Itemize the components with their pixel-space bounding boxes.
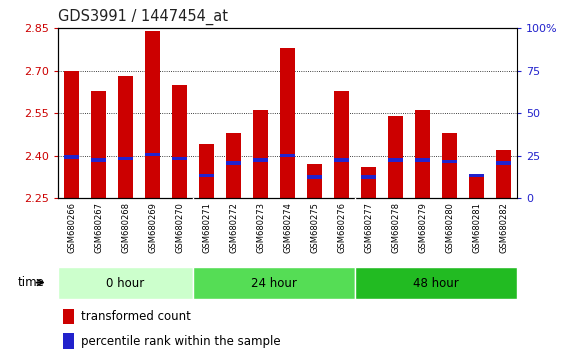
Bar — [226, 161, 241, 165]
Bar — [63, 333, 74, 349]
Bar — [415, 110, 430, 198]
Text: 48 hour: 48 hour — [413, 277, 459, 290]
Bar — [172, 85, 187, 198]
Text: time: time — [17, 276, 44, 289]
Bar — [118, 76, 133, 198]
Bar — [118, 157, 133, 160]
Bar — [199, 144, 214, 198]
Text: GSM680271: GSM680271 — [202, 202, 211, 252]
Text: GDS3991 / 1447454_at: GDS3991 / 1447454_at — [58, 8, 228, 25]
Bar — [193, 267, 355, 299]
Text: GSM680277: GSM680277 — [364, 202, 373, 253]
Text: GSM680266: GSM680266 — [67, 202, 76, 253]
Bar — [388, 116, 403, 198]
Text: GSM680280: GSM680280 — [445, 202, 454, 252]
Bar — [91, 158, 106, 162]
Text: 0 hour: 0 hour — [106, 277, 145, 290]
Text: GSM680275: GSM680275 — [310, 202, 319, 252]
Bar — [199, 174, 214, 177]
Bar — [280, 48, 295, 198]
Text: 24 hour: 24 hour — [251, 277, 297, 290]
Bar — [172, 157, 187, 160]
Bar — [58, 267, 193, 299]
Bar — [496, 161, 511, 165]
Text: GSM680274: GSM680274 — [283, 202, 292, 252]
Bar — [280, 154, 295, 158]
Bar — [145, 31, 160, 198]
Bar — [355, 267, 517, 299]
Text: GSM680278: GSM680278 — [391, 202, 400, 253]
Bar — [361, 167, 376, 198]
Bar — [334, 91, 349, 198]
Bar — [91, 91, 106, 198]
Text: GSM680267: GSM680267 — [94, 202, 103, 253]
Text: percentile rank within the sample: percentile rank within the sample — [81, 335, 281, 348]
Bar — [334, 158, 349, 162]
Bar — [496, 150, 511, 198]
Bar — [63, 309, 74, 324]
Bar — [64, 71, 79, 198]
Text: GSM680279: GSM680279 — [418, 202, 427, 252]
Text: GSM680269: GSM680269 — [148, 202, 157, 252]
Bar — [253, 158, 268, 162]
Bar — [469, 174, 484, 177]
Bar — [388, 158, 403, 162]
Bar — [442, 160, 457, 163]
Bar — [307, 175, 322, 179]
Text: GSM680272: GSM680272 — [229, 202, 238, 252]
Bar — [442, 133, 457, 198]
Bar — [361, 175, 376, 179]
Bar — [64, 155, 79, 159]
Text: GSM680273: GSM680273 — [256, 202, 265, 253]
Bar — [145, 153, 160, 156]
Bar — [226, 133, 241, 198]
Text: GSM680282: GSM680282 — [499, 202, 508, 252]
Text: GSM680270: GSM680270 — [175, 202, 184, 252]
Text: transformed count: transformed count — [81, 310, 191, 323]
Bar — [415, 158, 430, 162]
Bar — [469, 176, 484, 198]
Text: GSM680276: GSM680276 — [337, 202, 346, 253]
Bar — [307, 164, 322, 198]
Text: GSM680281: GSM680281 — [472, 202, 481, 252]
Text: GSM680268: GSM680268 — [121, 202, 130, 253]
Bar — [253, 110, 268, 198]
